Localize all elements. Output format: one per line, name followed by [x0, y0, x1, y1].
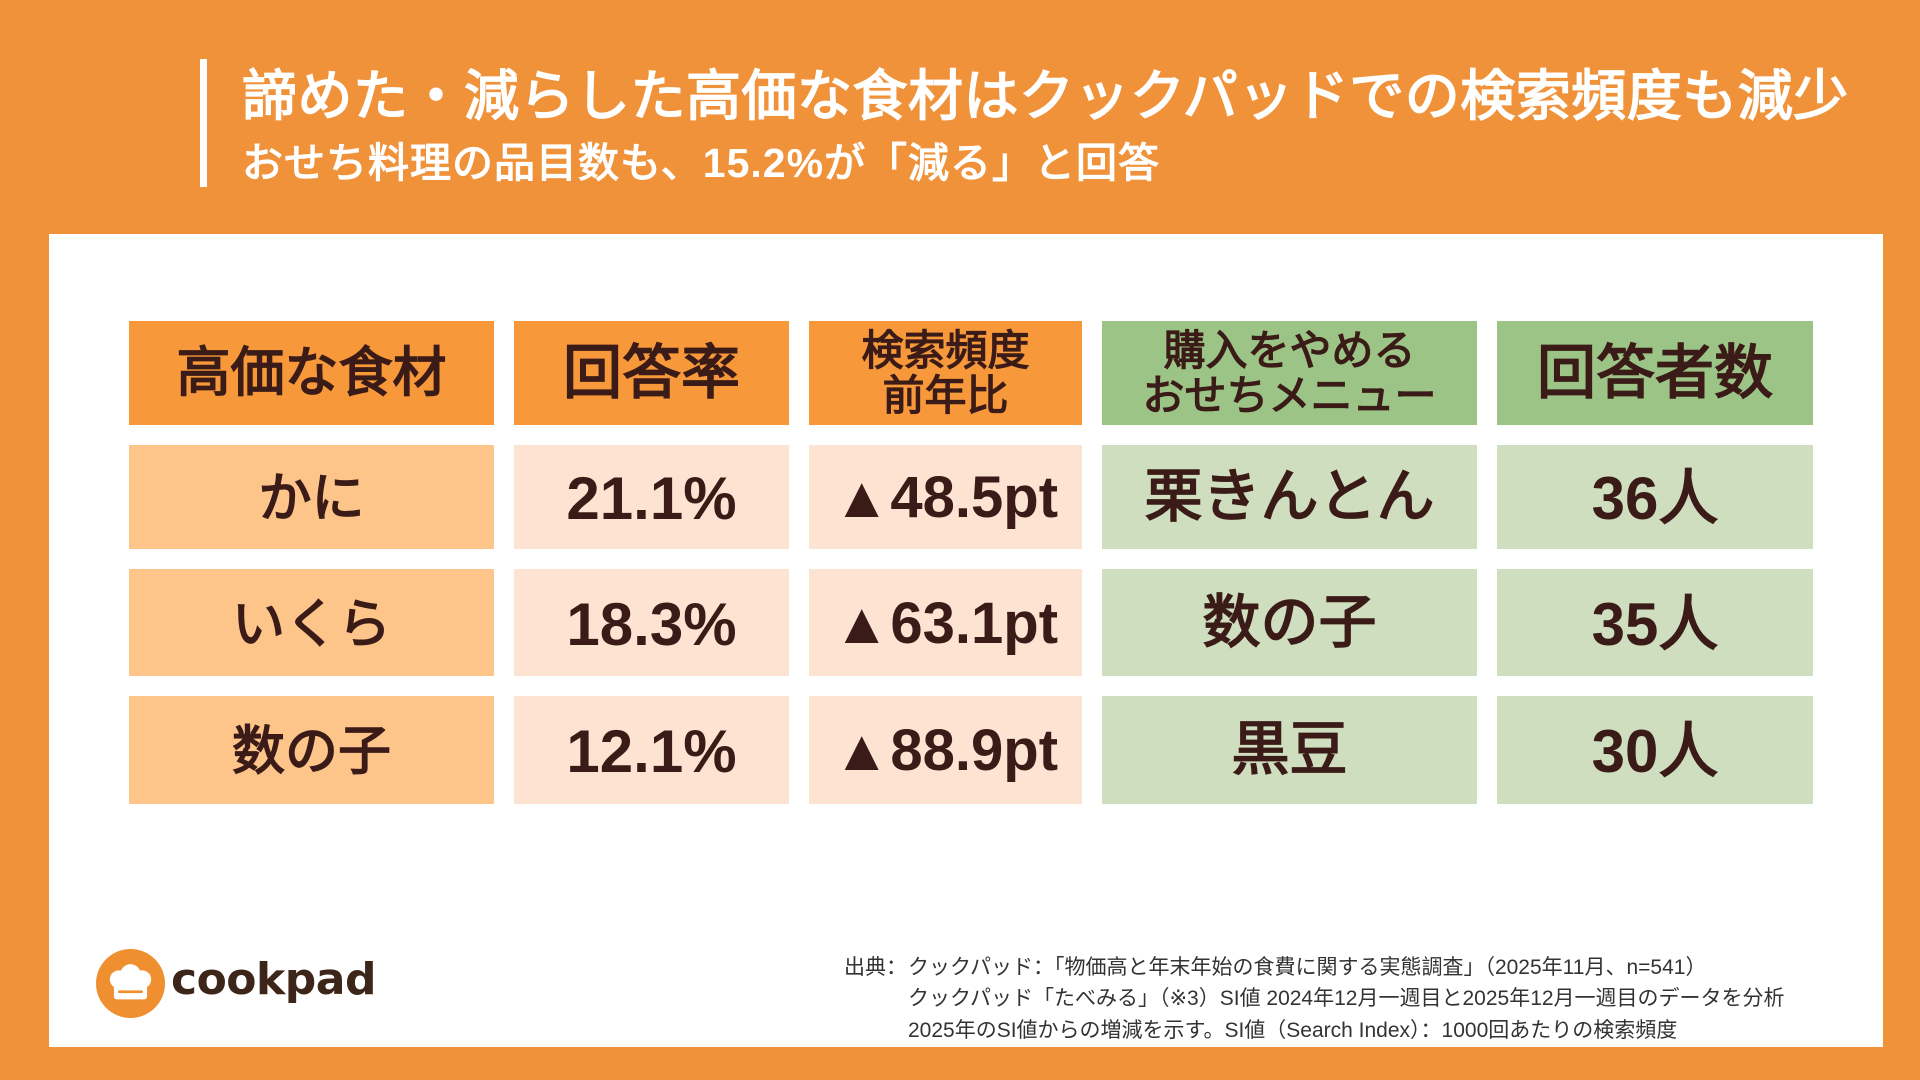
header-cell-dropped-osechi-menu: 購入をやめる おせちメニュー: [1102, 321, 1477, 425]
table-row: 数の子 12.1% ▲88.9pt 黒豆 30人: [129, 696, 1813, 804]
cell-dropped-menu: 数の子: [1102, 569, 1477, 676]
chef-hat-icon: [96, 949, 165, 1018]
source-line: クックパッド「たべみる」（※3）SI値 2024年12月一週目と2025年12月…: [908, 987, 1785, 1010]
source-line: クックパッド：「物価高と年末年始の食費に関する実態調査」（2025年11月、n=…: [908, 956, 1707, 979]
page-subtitle: おせち料理の品目数も、15.2%が「減る」と回答: [242, 140, 1161, 186]
cell-dropped-menu: 栗きんとん: [1102, 445, 1477, 549]
header-cell-search-frequency-yoy: 検索頻度 前年比: [809, 321, 1082, 425]
table-header-row: 高価な食材 回答率 検索頻度 前年比 購入をやめる おせちメニュー 回答者数: [129, 321, 1813, 425]
header-line: 回答率: [562, 340, 740, 406]
cell-search-change: ▲88.9pt: [809, 696, 1082, 804]
header-line: 前年比: [882, 372, 1009, 419]
cookpad-logo-mark: [96, 949, 165, 1018]
cell-search-change: ▲48.5pt: [809, 445, 1082, 549]
table-row: かに 21.1% ▲48.5pt 栗きんとん 36人: [129, 445, 1813, 549]
header-line: おせちメニュー: [1142, 372, 1437, 419]
header-line: 回答者数: [1536, 340, 1773, 406]
cell-respondent-count: 36人: [1497, 445, 1813, 549]
cell-ingredient: かに: [129, 445, 494, 549]
data-table: 高価な食材 回答率 検索頻度 前年比 購入をやめる おせちメニュー 回答者数 か…: [129, 321, 1813, 804]
cell-response-rate: 21.1%: [514, 445, 789, 549]
header-cell-expensive-ingredient: 高価な食材: [129, 321, 494, 425]
cell-ingredient: 数の子: [129, 696, 494, 804]
header-line: 購入をやめる: [1163, 327, 1416, 374]
cell-response-rate: 12.1%: [514, 696, 789, 804]
cell-ingredient: いくら: [129, 569, 494, 676]
source-label: 出典：: [844, 956, 907, 979]
cell-respondent-count: 30人: [1497, 696, 1813, 804]
page-title: 諦めた・減らした高価な食材はクックパッドでの検索頻度も減少: [242, 65, 1849, 127]
logo-wordmark: cookpad: [171, 954, 376, 1005]
header-line: 高価な食材: [176, 343, 447, 403]
title-accent-bar: [200, 59, 207, 187]
source-line: 2025年のSI値からの増減を示す。SI値（Search Index）：1000…: [908, 1019, 1678, 1042]
cell-search-change: ▲63.1pt: [809, 569, 1082, 676]
header-cell-respondent-count: 回答者数: [1497, 321, 1813, 425]
header-cell-response-rate: 回答率: [514, 321, 789, 425]
cell-response-rate: 18.3%: [514, 569, 789, 676]
header-line: 検索頻度: [861, 327, 1030, 374]
cell-respondent-count: 35人: [1497, 569, 1813, 676]
table-row: いくら 18.3% ▲63.1pt 数の子 35人: [129, 569, 1813, 676]
cell-dropped-menu: 黒豆: [1102, 696, 1477, 804]
